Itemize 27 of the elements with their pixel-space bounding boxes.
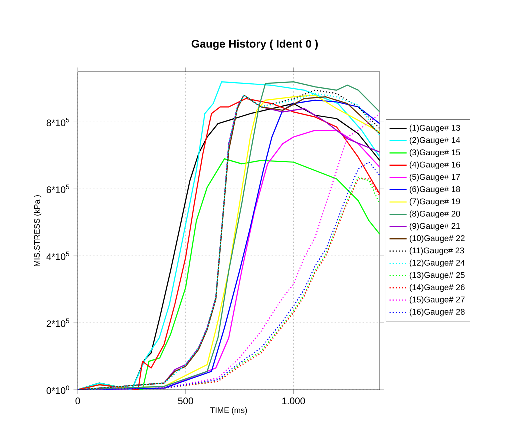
legend-label: (7)Gauge# 19 [410,198,460,206]
legend-label: (4)Gauge# 16 [410,162,460,170]
y-tick-label: 2*10$^{5}$ [46,318,70,328]
y-tick-label: 4*10$^{5}$ [46,252,70,260]
legend-label: (16)Gauge# 28 [410,308,465,317]
legend-label: (6)Gauge# 18 [410,186,460,194]
x-axis-title: TIME (ms) [210,407,248,415]
legend-label: (13)Gauge# 25 [410,272,465,280]
legend-label: (2)Gauge# 14 [410,137,460,145]
chart-title: Gauge History ( Ident 0 ) [192,40,318,50]
y-axis-title: MIS.STRESS (kPa ) [34,196,42,266]
legend-label: (10)Gauge# 22 [410,235,465,244]
legend-label: (14)Gauge# 26 [410,284,465,292]
x-tick-label: 0 [76,398,80,405]
legend-label: (3)Gauge# 15 [410,149,460,158]
legend-label: (15)Gauge# 27 [410,296,465,304]
legend-label: (12)Gauge# 24 [410,260,465,268]
legend-label: (8)Gauge# 20 [410,210,460,218]
y-tick-label: 0*10$^{0}$ [46,386,70,394]
x-tick-label: 1.000 [282,398,306,405]
legend-label: (5)Gauge# 17 [410,174,460,182]
x-tick-label: 500 [178,398,194,405]
legend-label: (1)Gauge# 13 [410,124,460,133]
legend-label: (11)Gauge# 23 [410,248,464,256]
y-tick-label: 6*10$^{5}$ [46,184,70,194]
legend-label: (9)Gauge# 21 [410,223,460,231]
y-tick-label: 8*10$^{5}$ [46,118,70,126]
